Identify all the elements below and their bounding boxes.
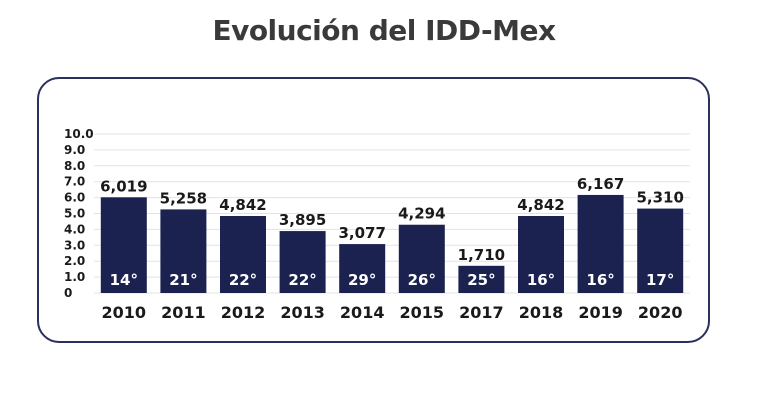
y-tick-label: 1.0 xyxy=(64,270,85,284)
x-tick-label: 2014 xyxy=(340,303,385,322)
value-label: 3,077 xyxy=(338,224,385,242)
bar xyxy=(577,194,624,293)
y-tick-label: 7.0 xyxy=(64,175,85,189)
bar xyxy=(398,224,445,293)
x-tick-label: 2011 xyxy=(161,303,206,322)
y-tick-label: 6.0 xyxy=(64,191,85,205)
rank-label: 25° xyxy=(467,271,495,289)
rank-label: 21° xyxy=(169,271,197,289)
bar xyxy=(458,265,505,293)
x-tick-label: 2017 xyxy=(459,303,504,322)
bar xyxy=(279,231,326,293)
x-tick-label: 2020 xyxy=(638,303,683,322)
value-label: 4,842 xyxy=(219,196,266,214)
rank-label: 16° xyxy=(527,271,555,289)
rank-label: 14° xyxy=(110,271,138,289)
rank-label: 16° xyxy=(586,271,614,289)
value-label: 6,167 xyxy=(577,175,624,193)
x-tick-label: 2018 xyxy=(519,303,564,322)
y-tick-label: 5.0 xyxy=(64,207,85,221)
bar xyxy=(518,216,564,293)
rank-label: 22° xyxy=(288,271,316,289)
bar xyxy=(160,209,207,293)
y-tick-label: 10.0 xyxy=(64,127,94,141)
y-tick-label: 2.0 xyxy=(64,254,85,268)
y-tick-label: 9.0 xyxy=(64,143,85,157)
y-tick-label: 0 xyxy=(64,286,72,300)
rank-label: 26° xyxy=(408,271,436,289)
bar xyxy=(339,244,386,293)
rank-label: 29° xyxy=(348,271,376,289)
value-label: 1,710 xyxy=(458,246,505,264)
x-tick-label: 2010 xyxy=(102,303,147,322)
x-tick-label: 2013 xyxy=(280,303,325,322)
value-label: 6,019 xyxy=(100,177,147,195)
bar xyxy=(637,208,684,293)
bar xyxy=(220,216,266,293)
y-tick-label: 4.0 xyxy=(64,222,85,236)
y-tick-label: 3.0 xyxy=(64,238,85,252)
x-tick-label: 2015 xyxy=(400,303,445,322)
value-label: 5,310 xyxy=(636,189,683,207)
rank-label: 22° xyxy=(229,271,257,289)
x-tick-label: 2019 xyxy=(578,303,623,322)
x-tick-label: 2012 xyxy=(221,303,266,322)
bar xyxy=(100,197,147,293)
chart-title: Evolución del IDD-Mex xyxy=(212,14,556,47)
y-tick-label: 8.0 xyxy=(64,159,85,173)
value-label: 4,842 xyxy=(517,196,564,214)
value-label: 4,294 xyxy=(398,205,445,223)
rank-label: 17° xyxy=(646,271,674,289)
value-label: 5,258 xyxy=(160,189,207,207)
value-label: 3,895 xyxy=(279,211,326,229)
